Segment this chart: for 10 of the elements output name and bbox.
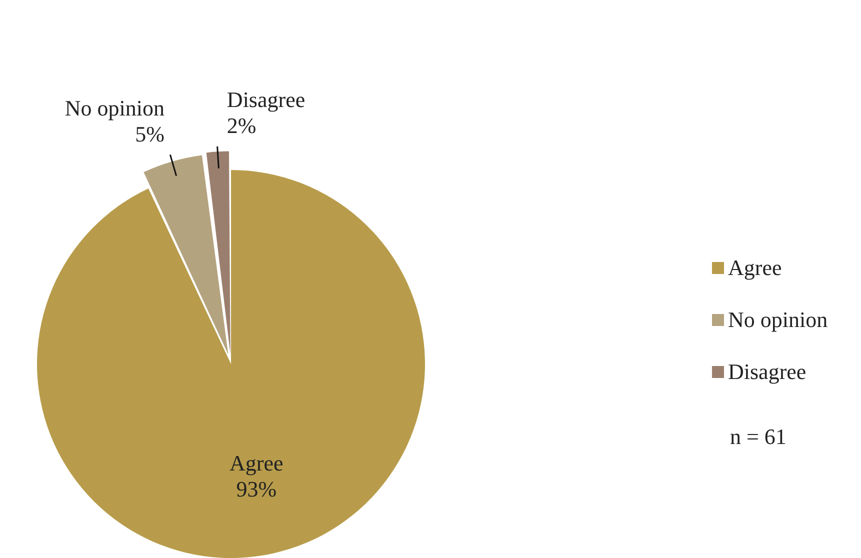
slice-label: No opinion (64, 96, 165, 121)
slice-label: Disagree (226, 87, 306, 112)
legend-label: No opinion (728, 307, 828, 333)
data-label: 2% (226, 113, 256, 138)
legend-label: Disagree (728, 359, 806, 385)
slice-label: Agree (230, 450, 284, 476)
data-label: 5% (135, 122, 165, 147)
text: n = 61 (730, 424, 786, 450)
data-label: 93% (236, 476, 277, 502)
legend-label: Agree (728, 255, 782, 281)
